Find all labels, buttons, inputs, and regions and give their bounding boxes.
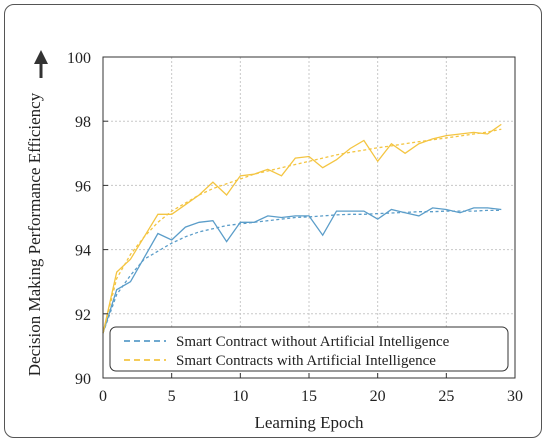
x-tick-label: 5 [168, 388, 176, 405]
y-tick-label: 98 [75, 114, 91, 131]
x-tick-label: 20 [370, 388, 386, 405]
y-tick-label: 92 [75, 307, 91, 324]
y-tick-label: 96 [75, 178, 91, 195]
y-tick-label: 90 [75, 371, 91, 388]
y-axis-title: Decision Making Performance Efficiency [25, 92, 44, 376]
legend-label-2: Smart Contracts with Artificial Intellig… [176, 353, 436, 369]
trend-line-2 [102, 128, 502, 334]
y-tick-label: 100 [67, 50, 91, 67]
y-tick-label: 94 [75, 243, 91, 260]
up-arrow-icon [34, 50, 48, 78]
axis-ticks: 0 5 10 15 20 25 30 90 92 94 96 98 100 [67, 50, 523, 405]
grid-lines [103, 57, 515, 378]
x-tick-label: 15 [301, 388, 317, 405]
legend-label-1: Smart Contract without Artificial Intell… [176, 334, 450, 350]
trend-line-1 [102, 209, 502, 334]
legend: Smart Contract without Artificial Intell… [109, 326, 509, 372]
series-line-2 [102, 123, 502, 334]
x-tick-label: 10 [232, 388, 248, 405]
x-tick-label: 30 [507, 388, 523, 405]
x-tick-label: 0 [99, 388, 107, 405]
x-axis-title: Learning Epoch [254, 413, 364, 432]
legend-box [109, 326, 509, 372]
x-tick-label: 25 [438, 388, 454, 405]
series-line-1 [102, 207, 502, 334]
series-lines [102, 123, 502, 334]
